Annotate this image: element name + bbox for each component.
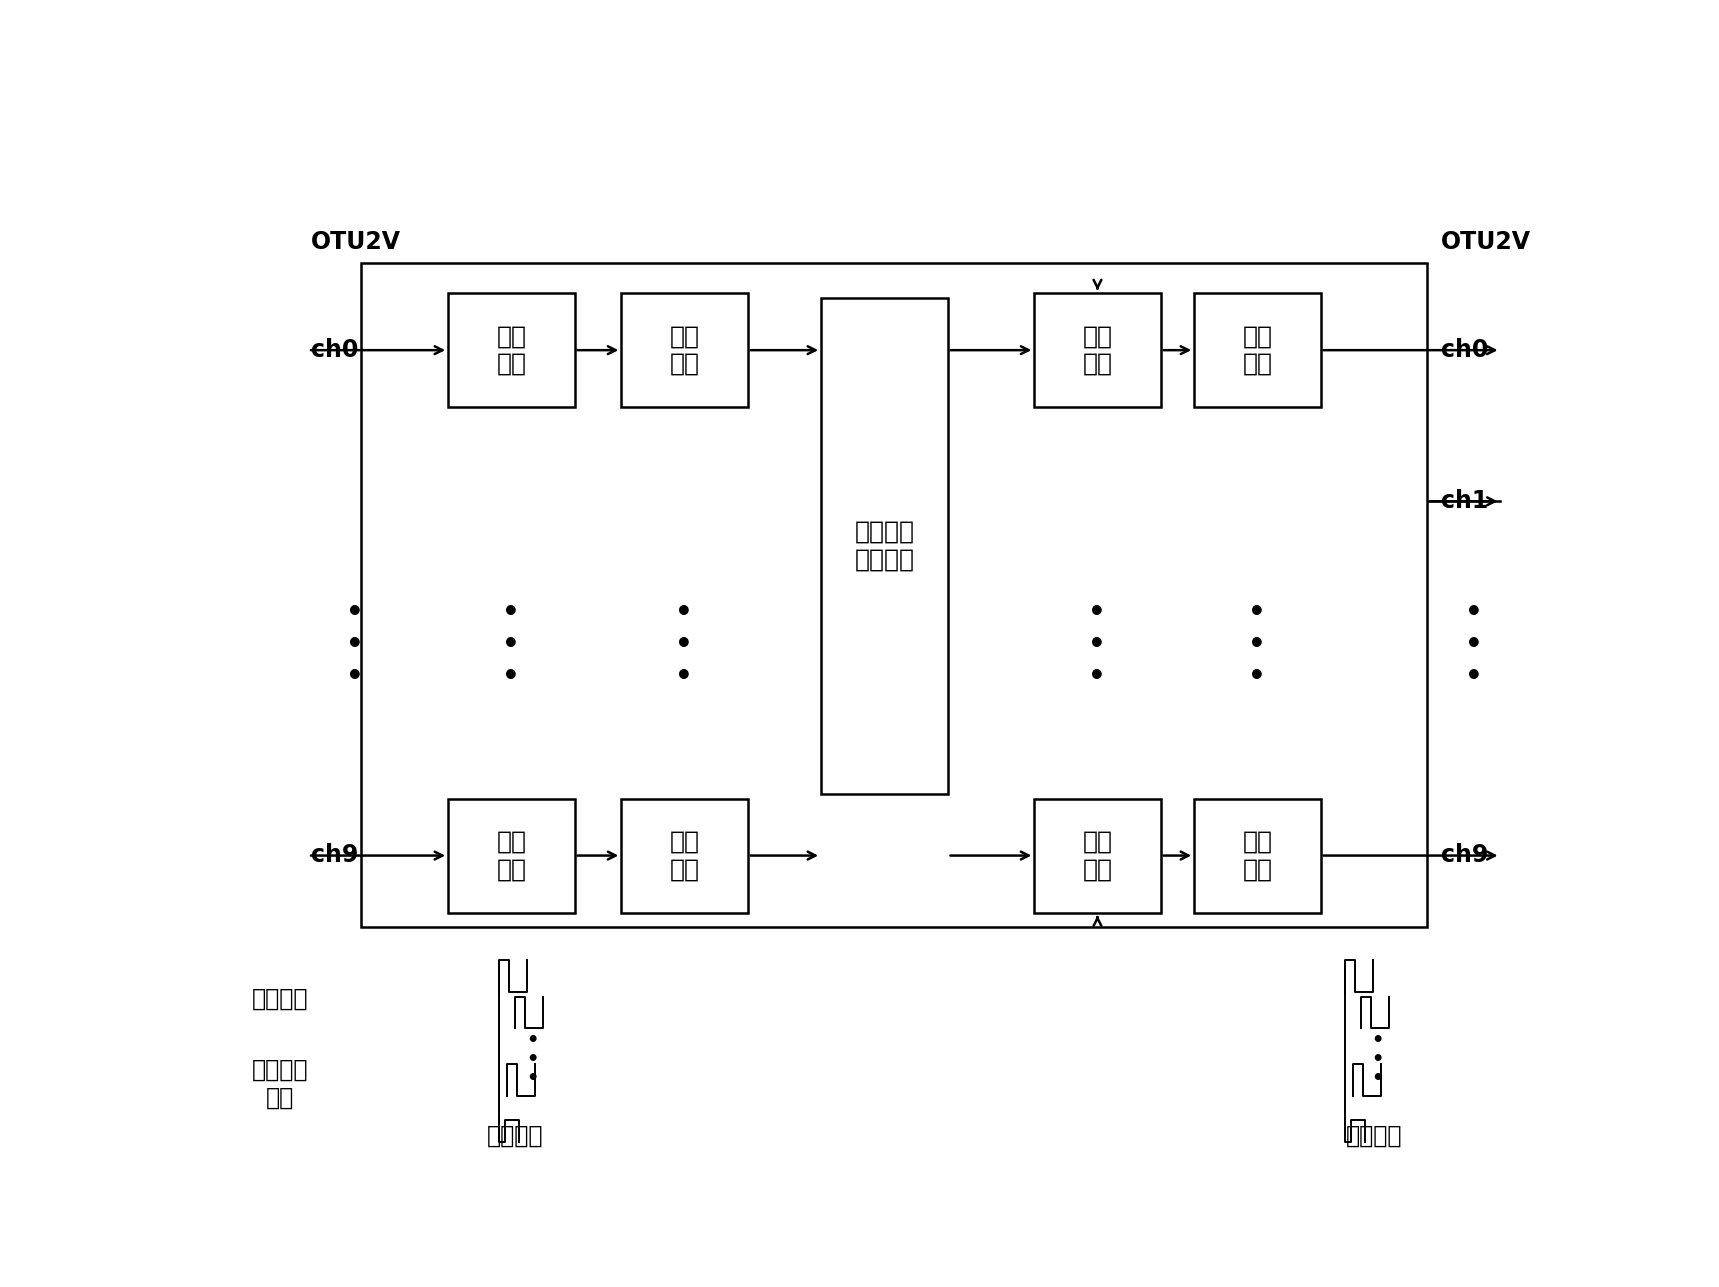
Text: •
•
•: • • •	[1465, 598, 1483, 691]
Text: 提取
单元: 提取 单元	[669, 830, 700, 882]
Text: 接收
单元: 接收 单元	[497, 324, 526, 376]
Text: •
•
•: • • •	[526, 1031, 538, 1088]
Text: ch1: ch1	[1441, 489, 1487, 514]
Text: OTU2V: OTU2V	[1441, 229, 1530, 254]
Text: ch0: ch0	[311, 337, 358, 362]
Bar	[1195, 798, 1320, 912]
Bar	[1035, 798, 1160, 912]
Text: 业务接收: 业务接收	[486, 1124, 543, 1148]
Text: 接收帧头: 接收帧头	[253, 987, 309, 1010]
Bar	[621, 798, 748, 912]
Text: ch9: ch9	[1441, 843, 1489, 867]
Text: •
•
•: • • •	[1088, 598, 1105, 691]
Text: 缓存
单元: 缓存 单元	[1083, 830, 1112, 882]
Text: ch0: ch0	[1441, 337, 1489, 362]
Text: 接收
单元: 接收 单元	[497, 830, 526, 882]
Text: •
•
•: • • •	[1372, 1031, 1384, 1088]
Text: 发送
单元: 发送 单元	[1243, 830, 1272, 882]
Bar	[449, 293, 574, 407]
Bar	[361, 264, 1427, 928]
Bar	[1035, 293, 1160, 407]
Text: 提取
单元: 提取 单元	[669, 324, 700, 376]
Text: ch9: ch9	[311, 843, 358, 867]
Text: 缓存
单元: 缓存 单元	[1083, 324, 1112, 376]
Bar	[822, 299, 947, 794]
Text: 本地系统
时间: 本地系统 时间	[253, 1058, 309, 1109]
Text: 发送
单元: 发送 单元	[1243, 324, 1272, 376]
Bar	[621, 293, 748, 407]
Text: 业务发送: 业务发送	[1346, 1124, 1403, 1148]
Text: •
•
•: • • •	[346, 598, 364, 691]
Text: •
•
•: • • •	[676, 598, 693, 691]
Text: •
•
•: • • •	[1248, 598, 1265, 691]
Text: 通道延时
处理单元: 通道延时 处理单元	[854, 520, 915, 571]
Bar	[449, 798, 574, 912]
Bar	[1195, 293, 1320, 407]
Text: OTU2V: OTU2V	[311, 229, 401, 254]
Text: •
•
•: • • •	[502, 598, 519, 691]
